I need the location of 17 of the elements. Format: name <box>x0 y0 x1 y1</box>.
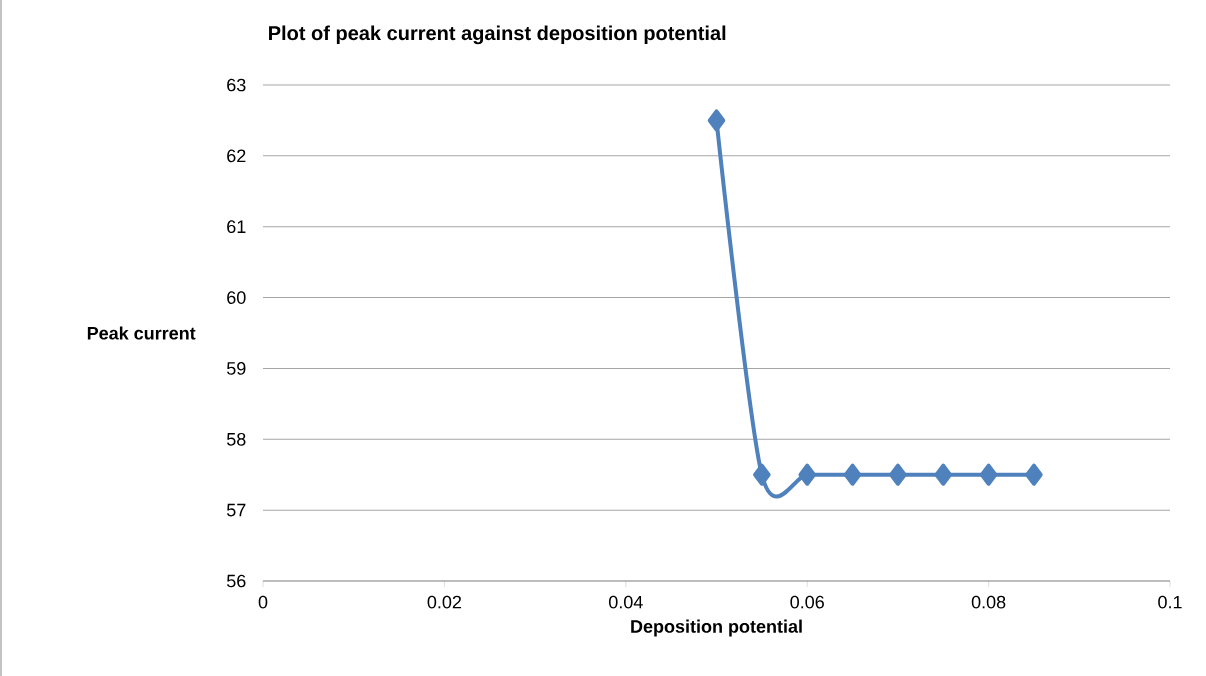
y-tick-label: 59 <box>226 362 246 375</box>
y-axis-title: Peak current <box>87 326 196 340</box>
y-tick-label: 58 <box>226 432 246 446</box>
x-tick-label: 0.06 <box>790 595 824 609</box>
y-tick-label: 63 <box>227 78 246 92</box>
x-tick-label: 0.04 <box>609 595 643 609</box>
x-tick-label: 0.08 <box>971 595 1006 609</box>
x-tick-label: 0.02 <box>427 595 462 609</box>
x-tick-label: 0.1 <box>1158 595 1182 609</box>
y-tick-label: 62 <box>227 149 246 163</box>
y-tick-label: 56 <box>226 574 246 588</box>
chart-title: Plot of peak current against deposition potential <box>269 25 726 45</box>
y-tick-label: 61 <box>227 220 246 234</box>
x-tick-label: 0 <box>258 595 268 609</box>
x-axis-title: Deposition potential <box>631 619 802 637</box>
y-tick-label: 57 <box>226 503 246 517</box>
y-tick-label: 60 <box>227 291 246 304</box>
